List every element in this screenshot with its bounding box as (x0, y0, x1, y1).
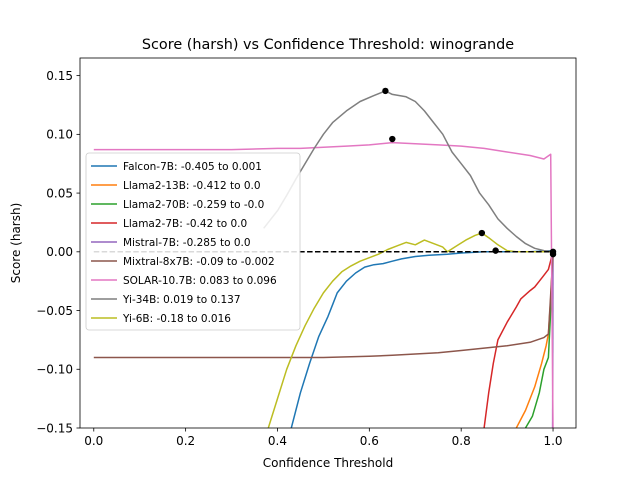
series-line-0 (290, 249, 554, 428)
x-tick-label-0: 0.0 (84, 434, 103, 448)
y-tick-label-1: −0.10 (36, 363, 73, 377)
legend-label-1: Llama2-13B: -0.412 to 0.0 (123, 180, 261, 192)
peak-marker-1 (389, 135, 396, 143)
series-line-8 (267, 232, 553, 428)
legend-label-3: Llama2-7B: -0.42 to 0.0 (123, 218, 247, 230)
legend: Falcon-7B: -0.405 to 0.001 Llama2-13B: -0… (85, 152, 301, 331)
y-axis-ticks: −0.15 −0.10 −0.05 0.00 0.05 0.10 0.15 (36, 69, 80, 435)
peak-marker-5 (549, 250, 557, 258)
y-tick-label-6: 0.15 (46, 69, 73, 83)
x-tick-label-3: 0.6 (360, 434, 379, 448)
legend-box (85, 152, 301, 331)
series-line-6 (93, 141, 554, 428)
legend-label-2: Llama2-70B: -0.259 to -0.0 (123, 199, 264, 211)
y-tick-label-3: 0.00 (46, 245, 73, 259)
legend-label-5: Mixtral-8x7B: -0.09 to -0.002 (123, 256, 275, 268)
chart-title: Score (harsh) vs Confidence Threshold: w… (142, 37, 514, 53)
x-axis-label: Confidence Threshold (263, 456, 393, 470)
y-tick-label-5: 0.10 (46, 128, 73, 142)
series-layer (93, 90, 554, 428)
y-tick-label-4: 0.05 (46, 186, 73, 200)
x-axis-ticks: 0.0 0.2 0.4 0.6 0.8 1.0 (84, 428, 563, 448)
x-tick-label-5: 1.0 (543, 434, 562, 448)
legend-label-7: Yi-34B: 0.019 to 0.137 (122, 294, 241, 306)
plot-frame (79, 57, 577, 429)
series-line-3 (483, 251, 554, 428)
series-line-7 (263, 90, 554, 253)
legend-label-6: SOLAR-10.7B: 0.083 to 0.096 (123, 275, 277, 287)
peak-marker-3 (492, 247, 499, 254)
series-line-5 (93, 254, 554, 359)
y-tick-label-2: −0.05 (36, 304, 73, 318)
peak-marker-2 (478, 229, 486, 237)
x-tick-label-4: 0.8 (452, 434, 471, 448)
y-axis-label: Score (harsh) (9, 203, 23, 284)
legend-label-4: Mistral-7B: -0.285 to 0.0 (123, 237, 251, 249)
peak-marker-layer (382, 87, 557, 258)
legend-label-8: Yi-6B: -0.18 to 0.016 (122, 313, 231, 325)
peak-marker-0 (382, 87, 389, 95)
y-tick-label-0: −0.15 (36, 421, 73, 435)
legend-label-0: Falcon-7B: -0.405 to 0.001 (123, 161, 262, 173)
series-line-2 (524, 251, 554, 428)
x-tick-label-2: 0.4 (268, 434, 287, 448)
x-tick-label-1: 0.2 (176, 434, 195, 448)
